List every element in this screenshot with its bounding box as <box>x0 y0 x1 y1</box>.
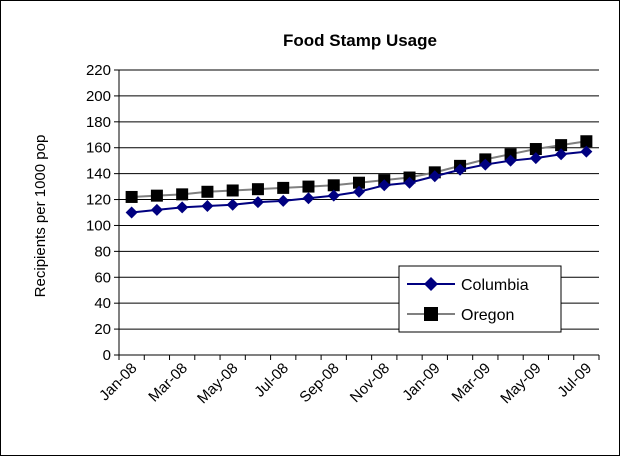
y-tick-label: 60 <box>94 269 111 286</box>
x-tick-label: May-09 <box>497 360 544 407</box>
data-point-columbia <box>226 198 239 211</box>
data-point-columbia <box>125 206 138 219</box>
legend-label: Oregon <box>461 307 514 324</box>
legend: Columbia Oregon <box>398 265 562 333</box>
x-tick-label: Jul-08 <box>251 360 292 401</box>
x-tick-label: Mar-08 <box>145 360 191 406</box>
y-tick-label: 0 <box>103 347 111 364</box>
data-point-columbia <box>201 200 214 213</box>
y-tick-label: 40 <box>94 295 111 312</box>
x-tick-label: Sep-08 <box>296 360 342 406</box>
x-tick-label: Jan-08 <box>96 360 140 404</box>
data-point-columbia <box>251 196 264 209</box>
data-point-columbia <box>479 158 492 171</box>
x-tick-label: Jul-09 <box>554 360 595 401</box>
legend-swatch-marker <box>424 307 438 321</box>
y-tick-label: 220 <box>86 62 111 79</box>
legend-swatch-marker <box>424 277 438 291</box>
data-point-columbia <box>277 194 290 207</box>
data-point-columbia <box>580 145 593 158</box>
y-tick-label: 100 <box>86 217 111 234</box>
data-point-columbia <box>302 192 315 205</box>
x-tick-label: Nov-08 <box>347 360 393 406</box>
data-point-columbia <box>454 163 467 176</box>
legend-label: Columbia <box>461 277 529 294</box>
data-point-columbia <box>353 185 365 198</box>
data-point-columbia <box>529 152 542 165</box>
data-point-columbia <box>176 201 189 214</box>
y-tick-label: 120 <box>86 192 111 209</box>
x-tick-label: Jan-09 <box>399 360 443 404</box>
series-group <box>125 135 593 219</box>
data-point-oregon <box>150 189 163 202</box>
x-tick-label: Mar-09 <box>449 360 495 406</box>
y-tick-label: 160 <box>86 140 111 157</box>
data-point-columbia <box>327 189 340 202</box>
chart-title: Food Stamp Usage <box>283 31 437 50</box>
data-point-columbia <box>555 148 568 161</box>
gridlines <box>119 69 599 330</box>
data-point-oregon <box>251 183 264 196</box>
y-tick-label: 180 <box>86 114 111 131</box>
data-point-oregon <box>277 181 290 194</box>
data-point-columbia <box>428 170 441 183</box>
y-tick-label: 80 <box>94 243 111 260</box>
data-point-columbia <box>378 179 391 192</box>
y-axis-label: Recipients per 1000 pop <box>32 135 49 298</box>
data-point-oregon <box>327 179 340 192</box>
data-point-oregon <box>226 184 239 197</box>
x-tick-label: May-08 <box>194 360 241 407</box>
y-tick-label: 140 <box>86 166 111 183</box>
data-point-oregon <box>504 148 517 161</box>
data-point-oregon <box>125 190 138 203</box>
data-point-oregon <box>580 135 593 148</box>
data-point-columbia <box>150 203 163 216</box>
y-tick-label: 200 <box>86 88 111 105</box>
data-point-columbia <box>504 154 517 167</box>
data-point-columbia <box>403 176 416 189</box>
data-point-oregon <box>201 185 214 198</box>
y-tick-label: 20 <box>94 321 111 338</box>
data-point-oregon <box>302 180 315 193</box>
data-point-oregon <box>176 188 189 201</box>
data-point-oregon <box>353 176 365 189</box>
data-point-oregon <box>529 143 542 156</box>
data-point-oregon <box>555 139 568 152</box>
